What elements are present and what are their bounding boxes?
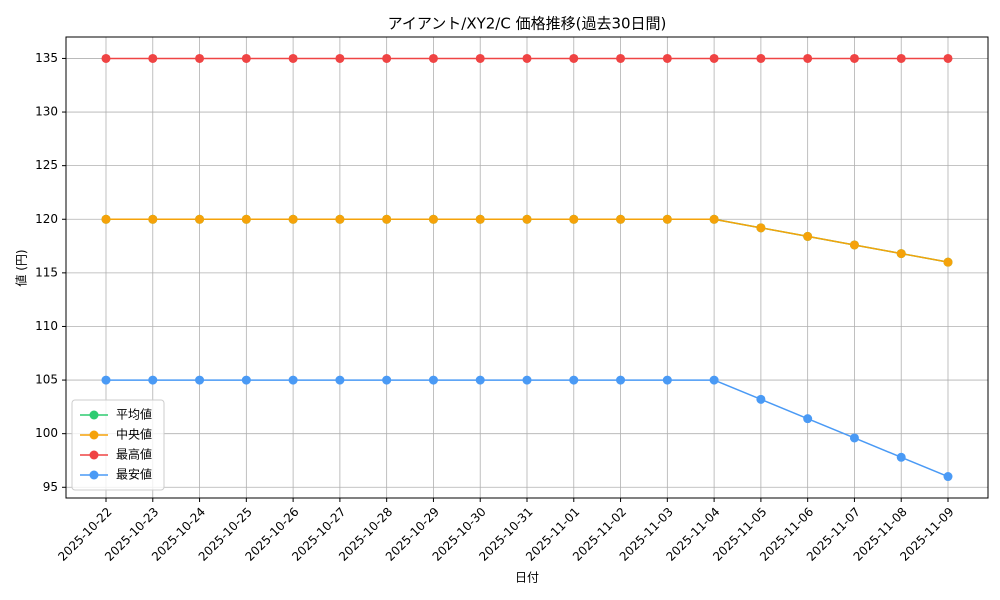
data-point: [709, 53, 719, 63]
data-point: [569, 53, 579, 63]
data-point: [101, 214, 111, 224]
plot-frame: [65, 36, 989, 499]
data-point: [148, 375, 158, 385]
y-axis-label: 値 (円): [14, 249, 29, 286]
data-point: [849, 240, 859, 250]
legend-box: [71, 399, 165, 491]
data-point: [101, 53, 111, 63]
data-point: [943, 53, 953, 63]
y-tick-label: 105: [35, 373, 58, 387]
data-point: [148, 214, 158, 224]
legend-marker: [89, 430, 99, 440]
legend-marker: [89, 470, 99, 480]
data-point: [428, 214, 438, 224]
data-point: [428, 375, 438, 385]
data-point: [616, 214, 626, 224]
data-point: [756, 394, 766, 404]
data-point: [616, 375, 626, 385]
y-tick-label: 135: [35, 51, 58, 65]
y-tick-label: 110: [35, 319, 58, 333]
data-point: [428, 53, 438, 63]
data-point: [849, 53, 859, 63]
data-point: [475, 53, 485, 63]
data-point: [288, 214, 298, 224]
data-point: [522, 375, 532, 385]
data-point: [803, 231, 813, 241]
data-point: [569, 375, 579, 385]
data-point: [803, 53, 813, 63]
data-point: [475, 375, 485, 385]
y-tick-label: 100: [35, 426, 58, 440]
data-point: [101, 375, 111, 385]
legend-label: 最高値: [116, 447, 152, 462]
data-point: [335, 53, 345, 63]
y-tick-label: 130: [35, 105, 58, 119]
data-point: [241, 214, 251, 224]
data-point: [943, 257, 953, 267]
data-point: [522, 53, 532, 63]
data-point: [803, 414, 813, 424]
y-tick-label: 95: [43, 480, 58, 494]
data-point: [662, 53, 672, 63]
data-point: [662, 214, 672, 224]
y-tick-label: 120: [35, 212, 58, 226]
data-point: [382, 53, 392, 63]
legend-label: 中央値: [116, 427, 152, 442]
data-point: [896, 452, 906, 462]
data-point: [382, 214, 392, 224]
data-point: [241, 375, 251, 385]
y-tick-label: 125: [35, 158, 58, 172]
legend-marker: [89, 410, 99, 420]
data-point: [662, 375, 672, 385]
y-tick-label: 115: [35, 265, 58, 279]
data-point: [896, 53, 906, 63]
data-point: [943, 472, 953, 482]
data-point: [475, 214, 485, 224]
chart-title: アイアント/XY2/C 価格推移(過去30日間): [388, 15, 667, 33]
legend-marker: [89, 450, 99, 460]
data-point: [756, 223, 766, 233]
data-point: [335, 214, 345, 224]
legend-label: 最安値: [116, 467, 152, 482]
data-point: [335, 375, 345, 385]
data-point: [195, 214, 205, 224]
data-point: [709, 375, 719, 385]
data-point: [522, 214, 532, 224]
data-point: [195, 53, 205, 63]
data-point: [709, 214, 719, 224]
x-axis-label: 日付: [515, 571, 539, 585]
data-point: [616, 53, 626, 63]
data-point: [756, 53, 766, 63]
data-point: [241, 53, 251, 63]
data-point: [148, 53, 158, 63]
data-point: [288, 375, 298, 385]
data-point: [195, 375, 205, 385]
legend-label: 平均値: [116, 407, 152, 422]
data-point: [896, 249, 906, 259]
data-point: [569, 214, 579, 224]
data-point: [288, 53, 298, 63]
data-point: [849, 433, 859, 443]
data-point: [382, 375, 392, 385]
